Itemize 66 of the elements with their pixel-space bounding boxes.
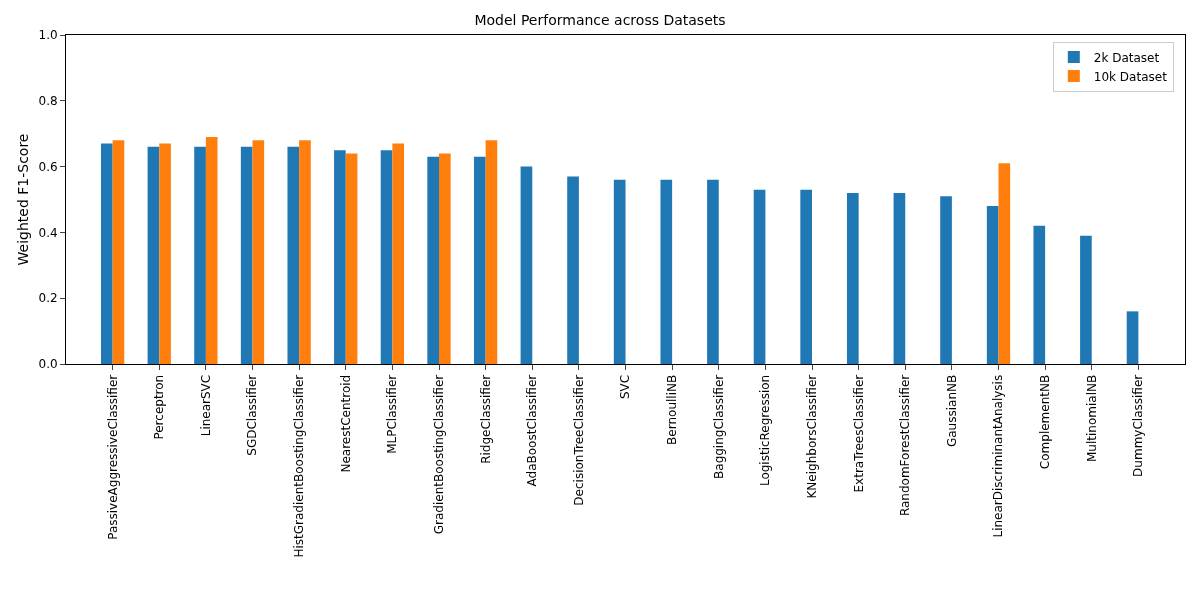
- x-tick-label: LinearSVC: [198, 374, 213, 437]
- x-tick-label: ExtraTreesClassifier: [851, 374, 866, 493]
- y-tick-label: 0.4: [38, 225, 58, 240]
- x-tick-label: GradientBoostingClassifier: [431, 374, 446, 535]
- bar: [520, 166, 533, 364]
- bar: [427, 156, 439, 364]
- bar: [380, 150, 393, 364]
- bar: [893, 192, 906, 364]
- bar: [940, 196, 952, 364]
- y-tick-label: 0.8: [38, 94, 58, 108]
- x-tick-label: NearestCentroid: [338, 374, 353, 473]
- legend-label: 2k Dataset: [1093, 50, 1160, 65]
- x-tick-label: AdaBoostClassifier: [525, 374, 540, 487]
- x-tick-label: DummyClassifier: [1131, 374, 1146, 477]
- bar: [753, 189, 766, 364]
- x-tick-label: LogisticRegression: [758, 374, 773, 487]
- x-tick-label: PassiveAggressiveClassifier: [105, 374, 120, 540]
- bar: [345, 153, 358, 364]
- bar: [439, 153, 451, 364]
- bar: [1126, 311, 1139, 364]
- bar: [240, 146, 253, 364]
- bar: [299, 140, 311, 364]
- bar: [205, 136, 218, 364]
- x-tick-label: BernoulliNB: [665, 374, 680, 445]
- bar: [334, 150, 346, 364]
- y-tick-label: 1.0: [38, 28, 58, 43]
- legend-label: 10k Dataset: [1093, 69, 1168, 84]
- bar: [707, 179, 719, 364]
- bar: [998, 163, 1011, 364]
- bar: [147, 146, 160, 364]
- bar: [112, 140, 125, 364]
- y-axis-title: Weighted F1-Score: [15, 133, 31, 266]
- x-tick-label: GaussianNB: [944, 374, 959, 448]
- bar: [1033, 225, 1046, 364]
- x-tick-label: RidgeClassifier: [478, 374, 493, 464]
- y-tick-label: 0.2: [38, 291, 58, 306]
- bar: [287, 146, 300, 364]
- x-tick-label: DecisionTreeClassifier: [571, 374, 586, 506]
- bar: [392, 143, 405, 364]
- bar: [660, 179, 673, 364]
- bar: [159, 143, 171, 364]
- bar: [986, 206, 999, 364]
- chart-title: Model Performance across Datasets: [474, 11, 726, 28]
- bar: [567, 176, 579, 364]
- x-tick-label: SVC: [618, 374, 633, 400]
- x-tick-label: KNeighborsClassifier: [804, 374, 819, 499]
- bar: [485, 140, 498, 364]
- x-tick-label: SGDClassifier: [245, 374, 260, 456]
- bar: [1080, 235, 1092, 364]
- bar: [800, 189, 812, 364]
- y-tick-label: 0.0: [38, 357, 58, 372]
- bar: [100, 143, 113, 364]
- x-tick-label: Perceptron: [152, 374, 167, 440]
- bar: [613, 179, 626, 364]
- x-tick-label: ComplementNB: [1038, 374, 1053, 470]
- x-tick-label: HistGradientBoostingClassifier: [292, 374, 307, 558]
- bar: [194, 146, 206, 364]
- bar: [252, 140, 265, 364]
- x-tick-label: LinearDiscriminantAnalysis: [991, 374, 1006, 538]
- x-tick-label: MultinomialNB: [1084, 374, 1099, 462]
- y-tick-label: 0.6: [38, 159, 58, 174]
- x-tick-label: RandomForestClassifier: [898, 374, 913, 517]
- x-tick-label: MLPClassifier: [385, 374, 400, 454]
- x-tick-label: BaggingClassifier: [711, 374, 726, 479]
- bar: [846, 192, 859, 364]
- bar: [473, 156, 486, 364]
